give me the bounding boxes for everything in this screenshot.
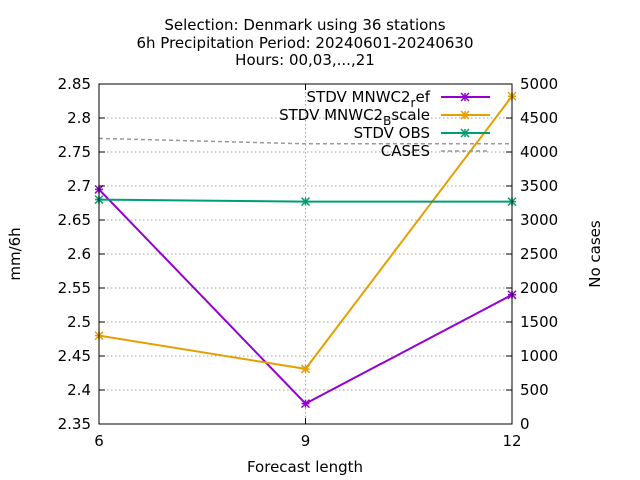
legend-marker-1 [460, 92, 470, 102]
y2-tick-label: 3000 [520, 211, 558, 229]
legend-subscript: B [383, 114, 391, 128]
legend-marker-2 [460, 110, 470, 120]
title-line-2: 6h Precipitation Period: 20240601-202406… [136, 34, 473, 52]
y-tick-label: 2.5 [67, 313, 91, 331]
data-point-series-2 [300, 364, 311, 374]
y-tick-label: 2.4 [67, 381, 91, 399]
ticks: 2.35 2.4 2.45 2.5 2.55 2.6 2.65 2.7 2.75 2.8 2.85 0… [58, 75, 559, 450]
legend-name-rest: ef [415, 88, 430, 106]
y-tick-label: 2.35 [58, 415, 91, 433]
y-axis-label: mm/6h [6, 227, 24, 280]
data-point-series-1 [300, 399, 311, 409]
x-tick-label: 6 [94, 432, 104, 450]
x-tick-label: 9 [301, 432, 311, 450]
y-tick-label: 2.6 [67, 245, 91, 263]
y2-tick-label: 4000 [520, 143, 558, 161]
y-tick-label: 2.45 [58, 347, 91, 365]
legend-name: STDV MNWC2 [279, 106, 383, 124]
y-tick-label: 2.7 [67, 177, 91, 195]
y-tick-label: 2.65 [58, 211, 91, 229]
legend-subscript: r [411, 96, 416, 110]
y2-axis-label: No cases [586, 220, 604, 288]
y2-tick-label: 1500 [520, 313, 558, 331]
legend-name: STDV OBS [354, 124, 430, 142]
y2-tick-label: 2500 [520, 245, 558, 263]
title-line-3: Hours: 00,03,...,21 [235, 51, 375, 69]
chart-title: Selection: Denmark using 36 stations 6h … [136, 16, 473, 69]
legend-name: CASES [381, 142, 430, 160]
y2-tick-label: 2000 [520, 279, 558, 297]
y2-tick-label: 1000 [520, 347, 558, 365]
x-axis-label: Forecast length [247, 458, 363, 476]
x-tick-label: 12 [502, 432, 521, 450]
legend-name: STDV MNWC2 [307, 88, 411, 106]
y2-tick-label: 0 [520, 415, 530, 433]
data-point-series-3 [300, 197, 311, 207]
y2-tick-label: 4500 [520, 109, 558, 127]
title-line-1: Selection: Denmark using 36 stations [164, 16, 445, 34]
y-tick-label: 2.55 [58, 279, 91, 297]
legend-label-1: STDV MNWC2ref [307, 88, 431, 110]
series-line-4 [98, 137, 512, 145]
y-tick-label: 2.85 [58, 75, 91, 93]
legend-label-2: STDV MNWC2Bscale [279, 106, 430, 128]
y2-tick-label: 5000 [520, 75, 558, 93]
legend-label-4: CASES [381, 142, 430, 160]
legend-marker-3 [460, 128, 470, 138]
legend-label-3: STDV OBS [354, 124, 430, 142]
y2-tick-label: 3500 [520, 177, 558, 195]
y-tick-label: 2.8 [67, 109, 91, 127]
y2-tick-label: 500 [520, 381, 549, 399]
legend-name-rest: scale [391, 106, 430, 124]
y-tick-label: 2.75 [58, 143, 91, 161]
